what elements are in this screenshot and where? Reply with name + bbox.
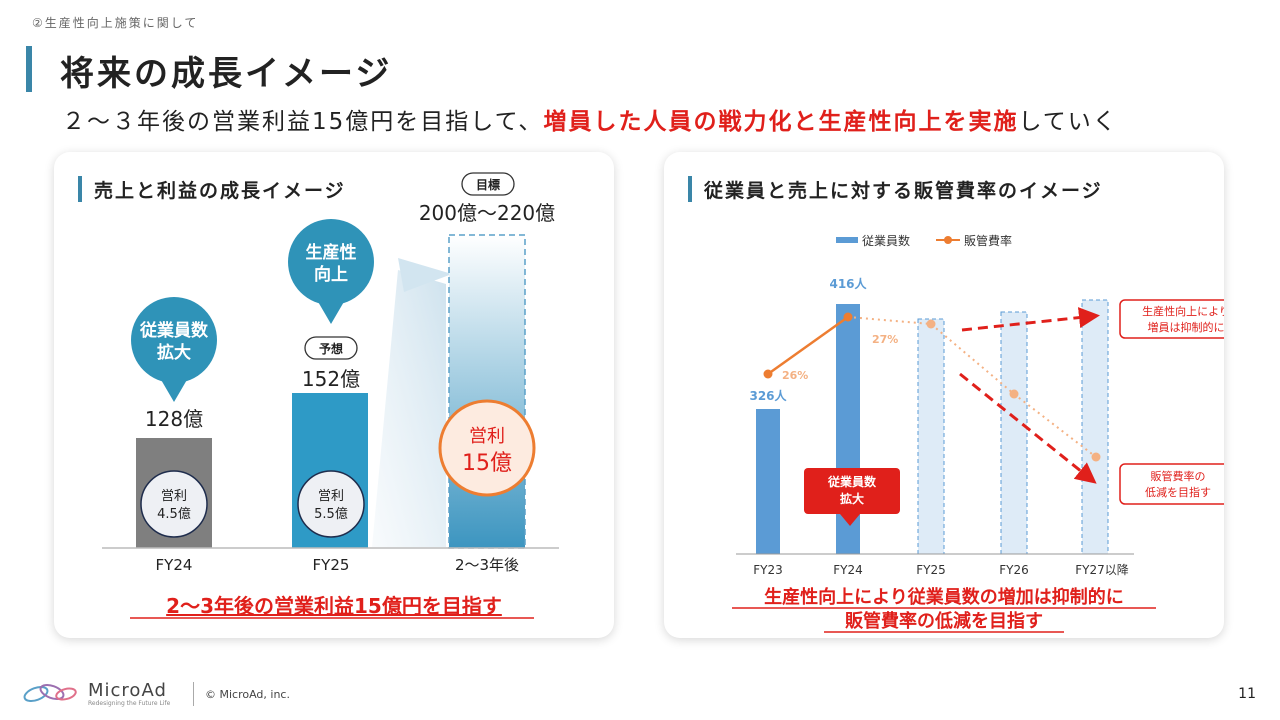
sga-point-fy26	[1009, 389, 1019, 399]
profit-circle-fy24	[140, 470, 208, 538]
callout-top-line2: 増員は抑制的に	[1148, 320, 1225, 334]
bar-fy26	[1000, 311, 1028, 555]
card-title-accent	[688, 176, 692, 202]
xtick-fy25: FY25	[916, 563, 946, 577]
bar-fy25	[917, 318, 945, 555]
card-title: 売上と利益の成長イメージ	[94, 180, 346, 202]
callout-top-line1: 生産性向上により	[1142, 304, 1224, 318]
xtick-target: 2～3年後	[455, 556, 519, 574]
profit-target-line2: 15億	[462, 451, 512, 476]
profit-fy24-line1: 営利	[161, 489, 187, 504]
xtick-fy27: FY27以降	[1075, 563, 1129, 577]
xtick-fy26: FY26	[999, 563, 1029, 577]
microad-logo-icon	[23, 684, 77, 702]
legend-line-label: 販管費率	[964, 233, 1012, 248]
xtick-fy23: FY23	[753, 563, 783, 577]
callout-expand	[804, 468, 900, 514]
bubble-headcount	[131, 297, 217, 383]
bubble-headcount-tail	[160, 378, 188, 402]
breadcrumb: ②生産性向上施策に関して	[32, 16, 199, 30]
growth-ramp	[372, 270, 446, 547]
sga-point-fy25	[926, 319, 936, 329]
arrow-headcount	[961, 307, 1100, 332]
footer-separator	[193, 682, 194, 706]
growth-ramp-arrowhead	[398, 258, 452, 292]
profit-fy25-line1: 営利	[318, 489, 344, 504]
profit-circle-fy25	[297, 470, 365, 538]
subtitle: ２～３年後の営業利益15億円を目指して、増員した人員の戦力化と生産性向上を実施し…	[62, 102, 1118, 136]
profit-fy25-line2: 5.5億	[314, 506, 348, 522]
bar-fy27	[1081, 299, 1109, 555]
sga-line-actual	[767, 315, 849, 376]
callout-bottom-line1: 販管費率の	[1151, 469, 1206, 483]
bar-label-fy24: 416人	[829, 276, 867, 291]
right-conclusion-line2: 販管費率の低減を目指す	[845, 610, 1043, 632]
callout-top	[1119, 299, 1224, 339]
sga-point-fy27	[1091, 452, 1101, 462]
target-tag	[461, 172, 515, 196]
callout-bottom	[1119, 463, 1224, 505]
callout-expand-tail	[840, 514, 860, 526]
bubble-productivity-tail	[317, 300, 345, 324]
profit-circle-target	[438, 399, 536, 497]
legend-bar-label: 従業員数	[862, 233, 910, 248]
value-label-target: 200億～220億	[419, 201, 555, 225]
sales-profit-chart: FY24 FY25 2～3年後 128億 152億 200億～220億 予想 目…	[102, 172, 559, 619]
sga-point-fy23	[763, 369, 773, 379]
footer-copyright: © MicroAd, inc.	[205, 688, 290, 701]
bubble-productivity	[288, 219, 374, 305]
profit-fy24-line2: 4.5億	[157, 506, 191, 522]
footer-brand: MicroAd	[88, 680, 167, 701]
xtick-fy24: FY24	[156, 556, 193, 574]
value-label-fy24: 128億	[145, 407, 203, 431]
callout-bottom-line2: 低減を目指す	[1145, 485, 1211, 499]
page-title: 将来の成長イメージ	[60, 54, 393, 94]
profit-target-line1: 営利	[469, 426, 505, 447]
target-tag-label: 目標	[476, 177, 500, 192]
subtitle-highlight: 増員した人員の戦力化と生産性向上を実施	[543, 109, 1019, 135]
page-number: 11	[1238, 686, 1256, 702]
right-conclusion-line1: 生産性向上により従業員数の増加は抑制的に	[764, 586, 1124, 608]
bar-target	[448, 234, 526, 549]
bubble-productivity-line1: 生産性	[306, 242, 357, 263]
xtick-fy24: FY24	[833, 563, 863, 577]
sales-profit-card: 売上と利益の成長イメージ FY24 FY25 2～3年後 128億 152億	[54, 152, 614, 638]
forecast-tag-label: 予想	[319, 341, 343, 356]
bubble-headcount-line2: 拡大	[157, 342, 191, 363]
arrow-sga	[959, 372, 1097, 484]
callout-expand-line1: 従業員数	[827, 474, 877, 489]
subtitle-part-2: していく	[1018, 109, 1118, 135]
left-conclusion: 2～3年後の営業利益15億円を目指す	[166, 594, 502, 618]
bar-label-fy23: 326人	[749, 388, 787, 403]
bar-fy23	[756, 409, 780, 554]
card-title-accent	[78, 176, 82, 202]
bubble-headcount-line1: 従業員数	[139, 320, 209, 341]
callout-expand-line2: 拡大	[840, 491, 864, 506]
legend-line-marker	[944, 236, 952, 244]
legend-bar-swatch	[836, 237, 858, 243]
value-label-fy25: 152億	[302, 367, 360, 391]
sga-ratio-card: 従業員と売上に対する販管費率のイメージ 従業員数 販管費率 FY23 FY24 …	[664, 152, 1224, 638]
subtitle-part-1: ２～３年後の営業利益15億円を目指して、	[62, 109, 544, 135]
footer-tagline: Redesigning the Future Life	[88, 700, 171, 707]
title-accent-bar	[26, 46, 32, 92]
rate-label-fy24: 27%	[872, 333, 898, 346]
sga-point-fy24	[843, 312, 853, 322]
bubble-productivity-line2: 向上	[314, 264, 348, 285]
sga-ratio-chart: 従業員数 販管費率 FY23 FY24 FY25 FY26 FY27以降 326…	[732, 233, 1225, 633]
forecast-tag	[304, 336, 358, 360]
card-title: 従業員と売上に対する販管費率のイメージ	[704, 180, 1103, 202]
xtick-fy25: FY25	[313, 556, 350, 574]
rate-label-fy23: 26%	[782, 369, 808, 382]
